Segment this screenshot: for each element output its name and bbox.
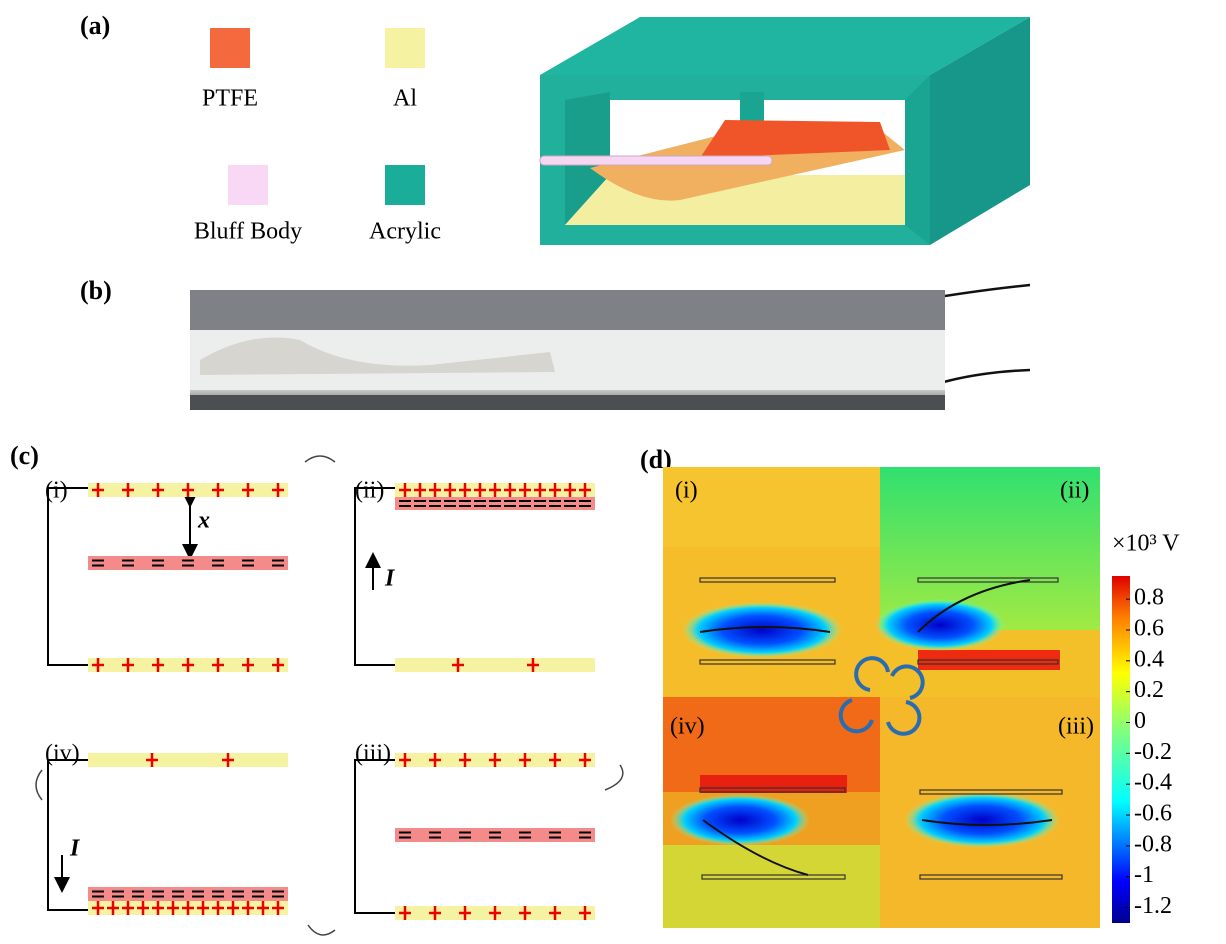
panel-label: (c): [10, 441, 39, 470]
legend-swatch: [385, 165, 425, 205]
device-photo: [190, 285, 1030, 410]
colorbar: 0.8 0.6 0.4 0.2 0 -0.2 -0.4 -0.6 -0.8 -1 -1.2: [1112, 576, 1172, 923]
al-electrode: [395, 658, 595, 672]
mechanism-diagram: x I I (i) (ii) (iii) (iv): [36, 456, 623, 935]
colorbar-tick-label: -0.4: [1134, 770, 1172, 796]
panel-label: (a): [80, 11, 110, 40]
legend-swatch: [210, 28, 250, 68]
device-3d: [540, 17, 1030, 245]
current-label: I: [384, 566, 396, 592]
colorbar-tick-label: 0.2: [1134, 677, 1164, 703]
state-label: (iii): [1058, 714, 1094, 740]
colorbar-tick-label: -1: [1134, 862, 1154, 888]
al-electrode: [88, 753, 288, 767]
colorbar-tick-label: -1.2: [1134, 893, 1172, 919]
ptfe-film: [395, 828, 595, 842]
colorbar-tick-label: -0.6: [1134, 801, 1172, 827]
panel-label: (b): [80, 276, 112, 305]
state-label: (iv): [670, 714, 705, 740]
figure: (a) PTFE Al Bluff Body Acrylic (b) (c) x I …: [0, 0, 1226, 944]
legend: PTFE Al Bluff Body Acrylic: [194, 28, 441, 245]
current-label: I: [69, 836, 81, 862]
colorbar-tick-label: -0.8: [1134, 831, 1172, 857]
ptfe-film: [88, 887, 288, 901]
colorbar-tick-label: 0.4: [1134, 646, 1164, 672]
colorbar-tick-label: 0.6: [1134, 615, 1164, 641]
state-label: (iii): [355, 741, 391, 767]
ptfe-film: [88, 556, 288, 570]
colorbar-tick-label: 0.8: [1134, 585, 1164, 611]
state-label: (ii): [355, 478, 384, 504]
legend-label: Acrylic: [369, 219, 441, 245]
potential-map: (i) (ii) (iii) (iv): [663, 467, 1100, 928]
legend-label: Bluff Body: [194, 219, 302, 245]
legend-label: Al: [393, 86, 417, 112]
colorbar-unit: ×10³ V: [1112, 531, 1180, 557]
colorbar-tick-label: 0: [1134, 708, 1146, 734]
state-label: (iv): [45, 741, 80, 767]
state-label: (i): [45, 478, 68, 504]
colorbar-tick-label: -0.2: [1134, 739, 1172, 765]
legend-label: PTFE: [202, 86, 258, 112]
gap-label: x: [197, 508, 210, 534]
state-label: (ii): [1060, 478, 1089, 504]
legend-swatch: [228, 165, 268, 205]
ptfe-film: [395, 497, 595, 510]
legend-swatch: [385, 28, 425, 68]
state-label: (i): [675, 478, 698, 504]
colorbar-gradient: [1112, 576, 1130, 923]
